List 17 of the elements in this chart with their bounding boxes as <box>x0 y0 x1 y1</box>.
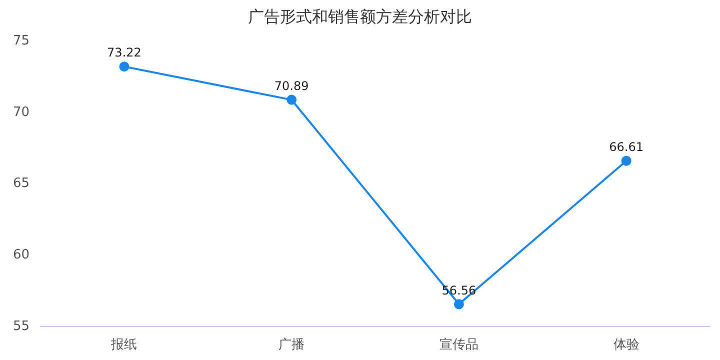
y-tick-label: 75 <box>12 34 30 49</box>
data-label: 70.89 <box>274 78 309 93</box>
x-tick-label: 宣传品 <box>439 336 478 353</box>
x-tick-label: 体验 <box>613 338 640 353</box>
chart-title: 广告形式和销售额方差分析对比 <box>248 6 472 26</box>
x-tick-label: 广播 <box>278 338 305 353</box>
point <box>454 299 464 310</box>
x-tick-label: 报纸 <box>110 338 138 353</box>
y-tick-label: 65 <box>12 176 30 192</box>
point <box>119 62 130 72</box>
data-label: 66.61 <box>609 140 644 154</box>
point <box>621 156 632 166</box>
y-tick-label: 60 <box>12 247 30 262</box>
y-tick-label: 70 <box>12 104 30 120</box>
data-label: 73.22 <box>107 46 142 60</box>
point <box>286 94 297 105</box>
y-tick-label: 55 <box>12 318 30 334</box>
